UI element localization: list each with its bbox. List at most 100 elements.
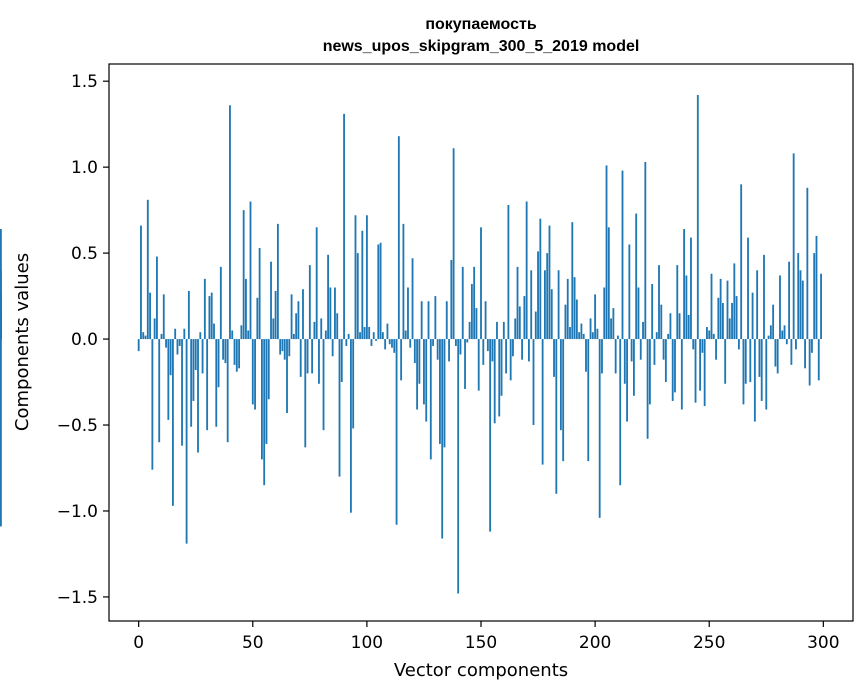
bar — [457, 339, 460, 594]
bar — [722, 302, 724, 340]
bar — [523, 296, 526, 340]
bar — [642, 321, 644, 340]
bar — [653, 339, 656, 365]
bar — [322, 339, 325, 431]
bar — [308, 265, 311, 340]
y-tick-label: 0.0 — [71, 330, 98, 350]
bar — [249, 201, 252, 340]
bar — [628, 244, 631, 340]
bar — [637, 287, 640, 340]
bar — [772, 304, 775, 340]
bar — [671, 339, 674, 401]
bar — [420, 301, 423, 340]
bar — [598, 339, 601, 518]
bar — [295, 313, 298, 340]
y-axis-label: Components values — [12, 253, 33, 431]
bar — [158, 339, 161, 443]
bar — [365, 215, 368, 340]
bar — [178, 339, 181, 346]
x-axis: 0 50 100 150 200 250 300 — [133, 621, 840, 653]
bar — [696, 94, 699, 340]
bar — [507, 204, 510, 340]
bar — [381, 332, 384, 340]
bar — [660, 304, 663, 340]
bar — [203, 278, 206, 340]
bar — [288, 339, 291, 357]
bar — [224, 339, 227, 364]
bar — [391, 339, 393, 348]
bar — [708, 330, 711, 340]
bar — [400, 339, 403, 381]
bar — [543, 270, 546, 340]
bar — [434, 296, 437, 340]
bar — [760, 339, 763, 401]
bar — [692, 339, 695, 350]
bar — [500, 339, 503, 396]
bar — [795, 339, 797, 350]
bar — [0, 339, 2, 527]
bar — [222, 339, 225, 360]
bar — [806, 187, 809, 340]
bar — [0, 229, 2, 340]
bar — [747, 237, 749, 340]
bar — [779, 275, 781, 340]
bar — [174, 328, 177, 340]
bar — [238, 339, 240, 369]
bar — [580, 323, 583, 340]
bar — [607, 227, 610, 340]
bar — [153, 318, 156, 340]
bar — [359, 332, 361, 340]
bar — [564, 304, 567, 340]
bar — [144, 335, 147, 340]
bar — [441, 339, 444, 539]
bar — [669, 313, 672, 340]
bar — [311, 339, 314, 374]
bar — [190, 339, 193, 427]
bar — [418, 339, 421, 384]
bar — [601, 339, 603, 374]
bar — [475, 308, 478, 340]
bar — [235, 339, 238, 372]
bar — [644, 161, 647, 340]
y-tick-label: 1.5 — [71, 72, 98, 92]
bar — [276, 223, 279, 340]
bar — [413, 339, 416, 364]
bar — [514, 318, 517, 340]
bar — [728, 318, 731, 340]
bar — [352, 339, 355, 429]
bar — [320, 318, 323, 340]
bar — [712, 333, 715, 340]
bar — [409, 339, 412, 348]
bar — [801, 280, 804, 340]
bar — [329, 287, 332, 340]
bar — [811, 339, 813, 353]
bar — [614, 339, 617, 374]
bar — [667, 333, 670, 340]
bar — [347, 333, 350, 340]
bar — [498, 339, 501, 417]
bar — [813, 253, 816, 340]
bar — [724, 339, 727, 384]
bar — [617, 335, 619, 340]
bar — [569, 327, 571, 340]
bar — [578, 332, 581, 340]
bar — [345, 339, 348, 346]
bar — [226, 339, 229, 443]
bar — [687, 314, 690, 340]
bar — [735, 296, 738, 340]
bar — [395, 339, 398, 525]
bar — [767, 335, 770, 340]
bar — [605, 165, 608, 340]
bar — [151, 339, 154, 470]
bar — [596, 328, 599, 340]
bar — [356, 253, 359, 340]
bar — [258, 247, 261, 340]
bar — [176, 339, 179, 355]
bar — [187, 290, 190, 340]
bar — [699, 339, 702, 391]
x-tick-label: 250 — [693, 633, 725, 653]
bar — [512, 339, 514, 357]
bar — [589, 318, 592, 340]
bar — [375, 339, 377, 341]
